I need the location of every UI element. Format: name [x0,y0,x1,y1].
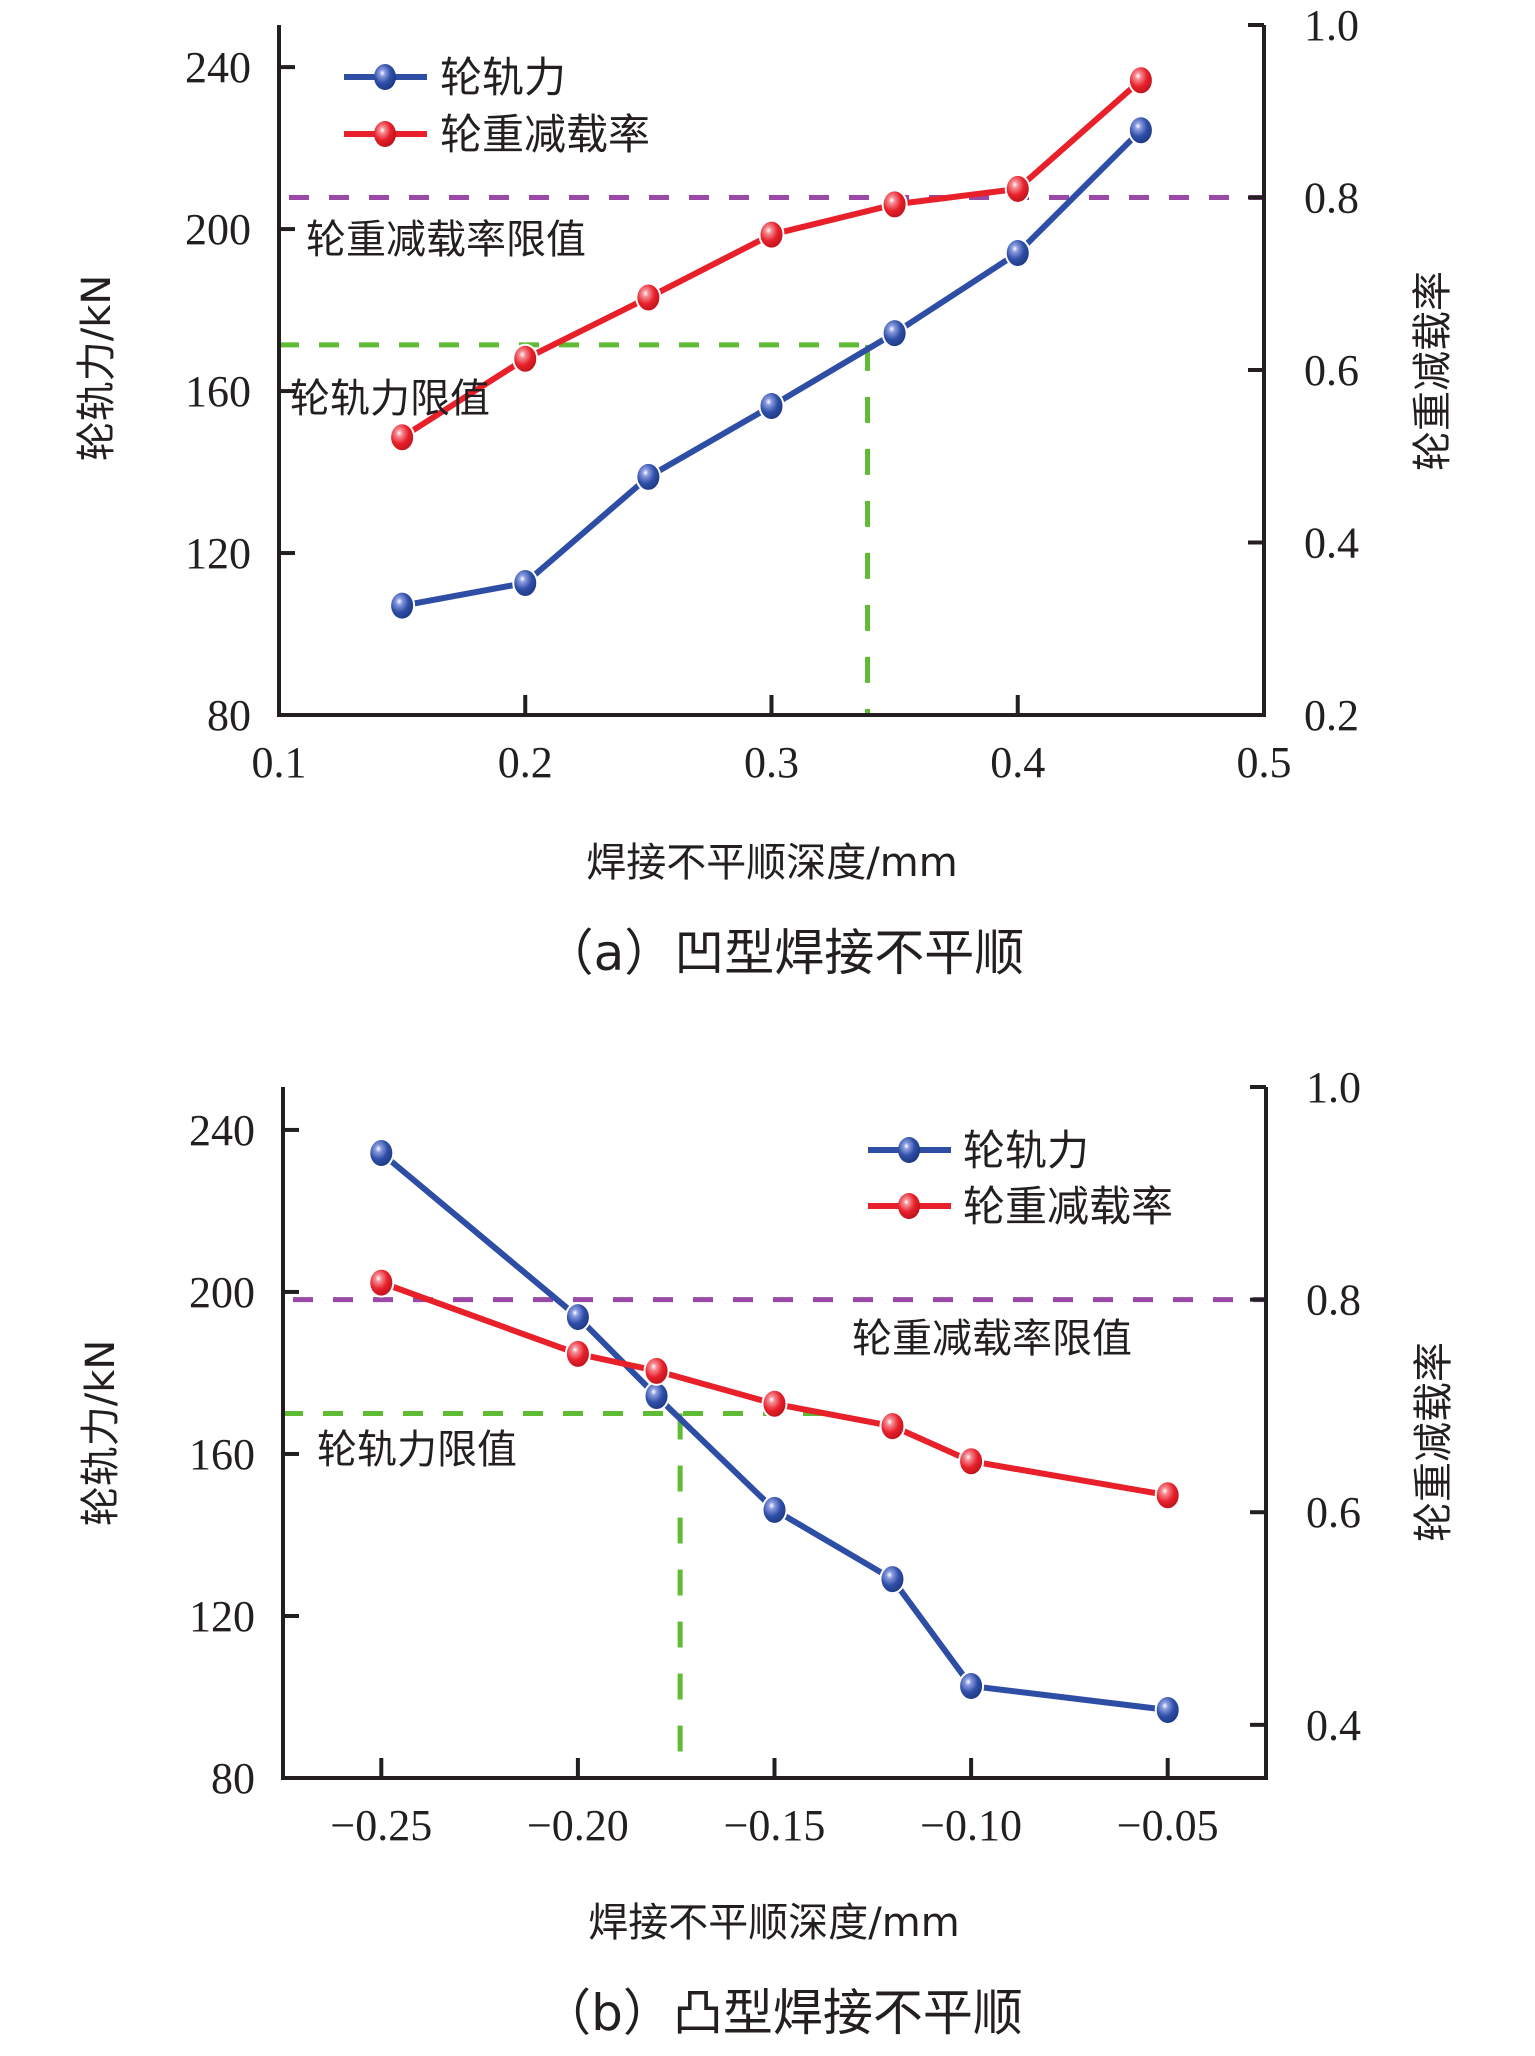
y2-tick-label: 0.6 [1306,1488,1361,1537]
chart-b-axes [281,1085,1268,1780]
chart-a-legend: 轮轨力 轮重减载率 [344,53,650,159]
chart-b: 80 120 160 200 240 0.4 0.6 0.8 1.0 −0.25 −0.20 −0.1… [78,1063,1457,2042]
y2-tick-label: 1.0 [1306,1063,1361,1112]
x-tick-label: −0.25 [330,1801,432,1850]
legend-label-wheel-rail-force: 轮轨力 [963,1126,1089,1175]
data-point-wheel-unloading [958,1446,985,1477]
caption-a: （a）凹型焊接不平顺 [544,924,1025,982]
data-point-wheel-unloading [389,422,416,453]
y-tick-label: 240 [185,43,251,92]
data-point-wheel-rail-force [879,1564,906,1595]
caption-b: （b）凸型焊接不平顺 [541,1984,1023,2042]
y2-tick-label: 0.8 [1304,174,1359,223]
data-point-wheel-rail-force [758,391,785,422]
chart-a-tick-labels: 80 120 160 200 240 0.2 0.4 0.6 0.8 1.0 0.1 0.2 0.3 0.… [185,1,1359,787]
data-point-wheel-rail-force [1127,115,1154,146]
data-point-wheel-rail-force [1154,1694,1181,1725]
y-tick-label: 120 [185,529,251,578]
chart-a-series [389,65,1154,621]
x-tick-label: −0.05 [1117,1801,1219,1850]
annotation-force-limit: 轮轨力限值 [317,1427,517,1473]
data-point-wheel-unloading [635,282,662,313]
chart-b-reference-lines [283,1297,1266,1778]
data-point-wheel-unloading [761,1388,788,1419]
x-tick-label: −0.10 [920,1801,1022,1850]
y-tick-label: 200 [189,1268,255,1317]
y2-tick-label: 0.6 [1304,346,1359,395]
y-tick-label: 160 [189,1430,255,1479]
x-tick-label: 0.3 [744,738,799,787]
data-point-wheel-rail-force [368,1138,395,1169]
chart-a-reference-lines [279,195,1264,715]
y-tick-label: 240 [189,1106,255,1155]
data-point-wheel-rail-force [881,318,908,349]
data-point-wheel-rail-force [761,1494,788,1525]
data-point-wheel-rail-force [643,1381,670,1412]
y-tick-label: 80 [207,691,251,740]
x-tick-label: 0.1 [252,738,307,787]
chart-a: 80 120 160 200 240 0.2 0.4 0.6 0.8 1.0 0.1 0.2 0.3 0.… [74,1,1456,982]
y-tick-label: 160 [185,367,251,416]
chart-a-axes [277,23,1266,717]
y-axis-title-left: 轮轨力/kN [74,275,120,462]
chart-b-tick-labels: 80 120 160 200 240 0.4 0.6 0.8 1.0 −0.25 −0.20 −0.1… [189,1063,1361,1850]
legend-marker-wheel-unloading [374,121,396,147]
x-tick-label: 0.5 [1237,738,1292,787]
legend-marker-wheel-rail-force [374,64,396,90]
data-point-wheel-rail-force [564,1302,591,1333]
y-tick-label: 80 [211,1754,255,1803]
legend-label-wheel-unloading: 轮重减载率 [963,1182,1173,1231]
y2-tick-label: 0.2 [1304,691,1359,740]
legend-marker-wheel-unloading [898,1193,920,1219]
x-axis-title: 焊接不平顺深度/mm [586,840,957,886]
x-axis-title: 焊接不平顺深度/mm [588,1900,959,1946]
annotation-unloading-limit: 轮重减载率限值 [306,217,586,263]
data-point-wheel-unloading [643,1355,670,1386]
axis-frame [277,25,1266,717]
data-point-wheel-unloading [1127,65,1154,96]
data-point-wheel-rail-force [635,461,662,492]
data-point-wheel-unloading [1154,1480,1181,1511]
annotation-force-limit: 轮轨力限值 [290,376,490,422]
chart-b-series [368,1138,1181,1725]
annotation-unloading-limit: 轮重减载率限值 [852,1316,1132,1362]
y2-tick-label: 0.4 [1304,519,1359,568]
y-axis-title-left: 轮轨力/kN [78,1340,124,1527]
chart-b-legend: 轮轨力 轮重减载率 [868,1126,1173,1231]
y-axis-title-right: 轮重减载率 [1410,271,1456,471]
y2-tick-label: 0.4 [1306,1701,1361,1750]
data-point-wheel-unloading [879,1411,906,1442]
data-point-wheel-unloading [368,1267,395,1298]
data-point-wheel-rail-force [389,590,416,621]
x-tick-label: −0.15 [724,1801,826,1850]
y2-tick-label: 1.0 [1304,1,1359,50]
data-point-wheel-unloading [758,219,785,250]
x-tick-label: 0.2 [498,738,553,787]
y-tick-label: 200 [185,205,251,254]
x-tick-label: 0.4 [990,738,1045,787]
y2-tick-label: 0.8 [1306,1276,1361,1325]
x-tick-label: −0.20 [527,1801,629,1850]
data-point-wheel-unloading [512,343,539,374]
y-tick-label: 120 [189,1592,255,1641]
data-point-wheel-rail-force [958,1671,985,1702]
legend-label-wheel-unloading: 轮重减载率 [440,110,650,159]
data-point-wheel-unloading [564,1338,591,1369]
y-axis-title-right: 轮重减载率 [1411,1342,1457,1542]
data-point-wheel-rail-force [1004,237,1031,268]
legend-label-wheel-rail-force: 轮轨力 [440,53,566,102]
legend-marker-wheel-rail-force [898,1137,920,1163]
data-point-wheel-unloading [1004,173,1031,204]
data-point-wheel-rail-force [512,567,539,598]
data-point-wheel-unloading [881,189,908,220]
